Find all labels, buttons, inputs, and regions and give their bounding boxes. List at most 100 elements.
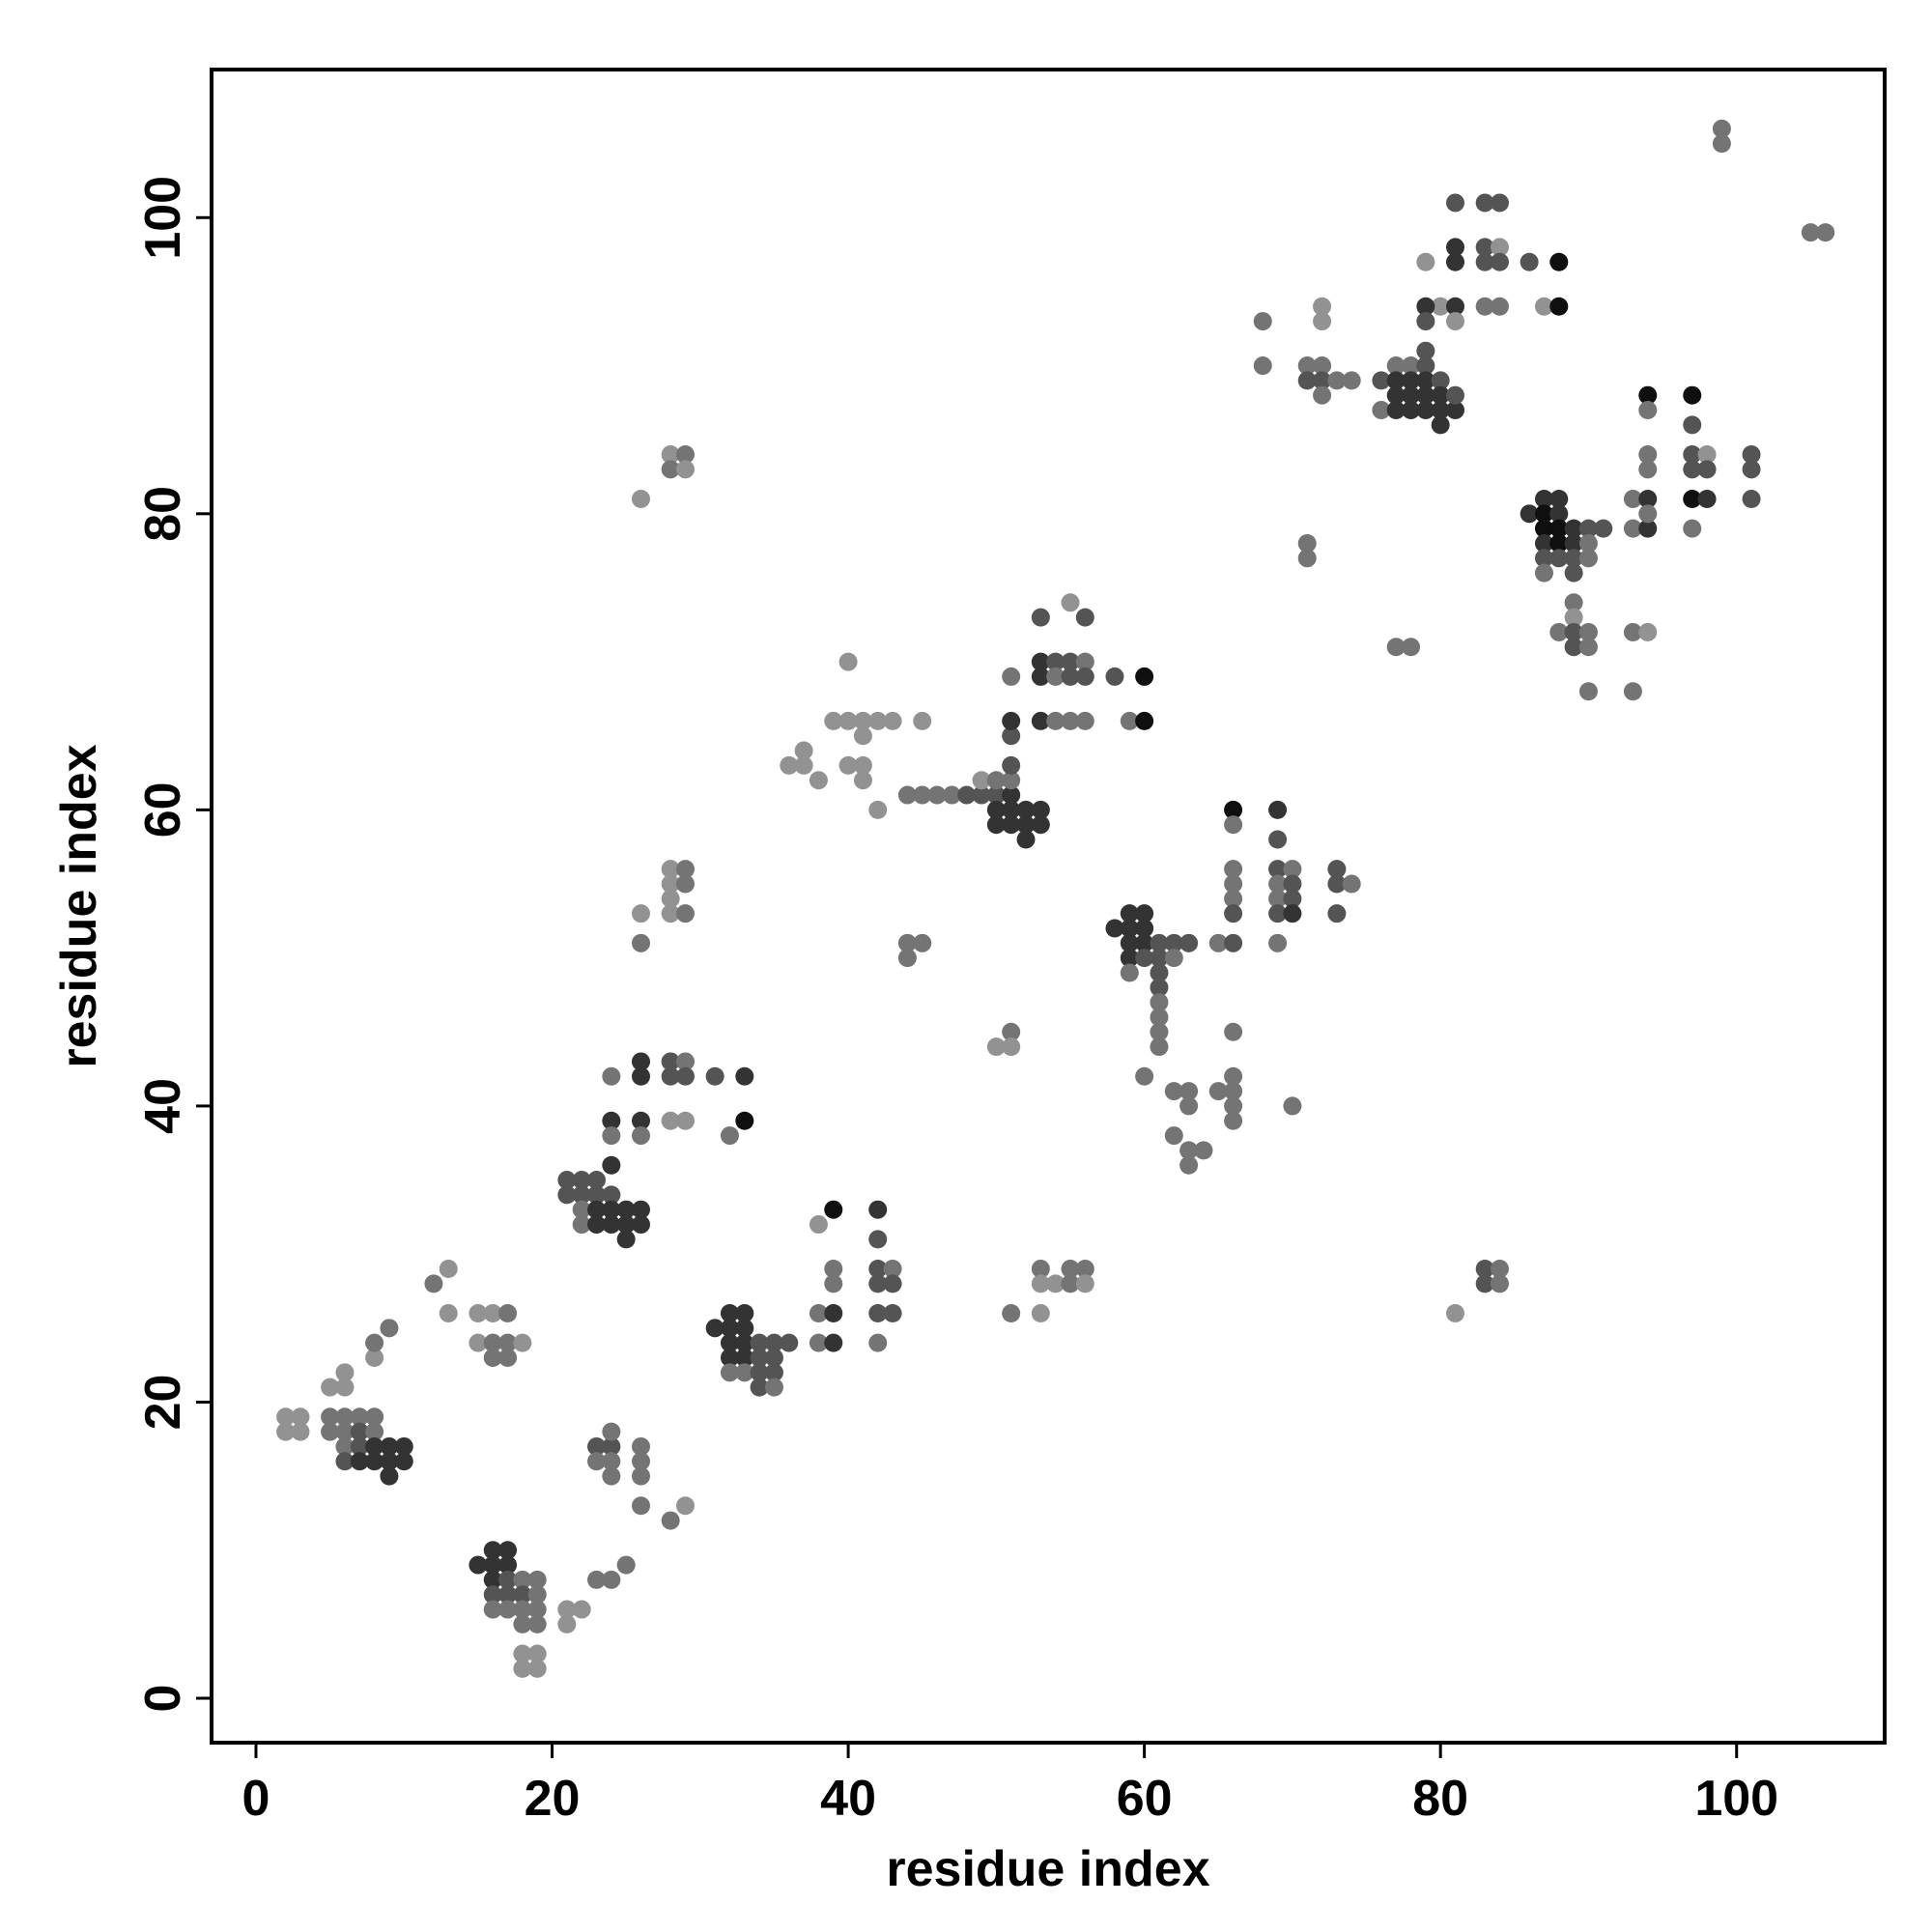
data-point: [483, 1555, 502, 1575]
data-point: [780, 1333, 799, 1352]
data-point: [1342, 874, 1361, 894]
data-point: [1534, 519, 1553, 538]
data-point: [1446, 252, 1465, 271]
data-point: [291, 1407, 310, 1427]
x-tick-label: 20: [525, 1771, 581, 1827]
data-point: [394, 1452, 413, 1471]
data-point: [1534, 563, 1553, 582]
data-point: [1224, 800, 1243, 819]
data-point: [631, 1436, 650, 1456]
data-point: [1120, 919, 1139, 938]
data-point: [587, 1215, 607, 1235]
data-point: [1179, 1082, 1199, 1101]
data-point: [631, 489, 650, 508]
data-point: [1120, 949, 1139, 968]
data-point: [1446, 312, 1465, 331]
data-point: [1075, 1274, 1094, 1293]
data-point: [1578, 622, 1598, 641]
data-point: [321, 1378, 340, 1397]
data-point: [1061, 593, 1080, 612]
data-point: [720, 1333, 739, 1352]
data-point: [513, 1333, 532, 1352]
data-point: [1697, 489, 1717, 508]
data-point: [498, 1570, 518, 1589]
data-point: [1179, 933, 1199, 952]
data-point: [1372, 401, 1391, 420]
data-point: [853, 755, 872, 775]
data-point: [1431, 371, 1450, 390]
data-point: [868, 1230, 888, 1249]
data-point: [1164, 1082, 1183, 1101]
data-point: [1578, 519, 1598, 538]
data-point: [1490, 297, 1509, 316]
data-point: [1683, 445, 1702, 465]
data-point: [335, 1378, 355, 1397]
data-point: [1297, 356, 1317, 376]
data-point: [498, 1541, 518, 1560]
data-point: [735, 1333, 754, 1352]
data-point: [972, 771, 991, 790]
data-point: [1742, 445, 1761, 465]
data-point: [1549, 533, 1569, 553]
data-point: [1016, 830, 1036, 849]
data-point: [1623, 622, 1642, 641]
data-point: [913, 933, 932, 952]
data-point: [1431, 401, 1450, 420]
data-point: [1002, 711, 1021, 730]
data-point: [1075, 711, 1094, 730]
data-point: [1638, 401, 1658, 420]
data-point: [986, 800, 1006, 819]
data-point: [1150, 993, 1169, 1012]
data-point: [498, 1585, 518, 1605]
data-point: [1031, 1274, 1050, 1293]
data-point: [824, 1333, 843, 1352]
data-point: [750, 1363, 769, 1382]
data-point: [513, 1614, 532, 1634]
data-point: [1268, 889, 1288, 908]
data-point: [1135, 919, 1154, 938]
data-point: [1164, 949, 1183, 968]
data-point: [365, 1422, 384, 1441]
data-point: [1016, 815, 1036, 835]
data-point: [1564, 533, 1583, 553]
data-point: [1002, 726, 1021, 746]
data-point: [883, 711, 902, 730]
data-point: [1578, 549, 1598, 568]
data-point: [439, 1304, 458, 1323]
data-point: [897, 785, 917, 805]
y-axis-title: residue index: [51, 744, 107, 1067]
data-point: [631, 1126, 650, 1146]
data-point: [1224, 933, 1243, 952]
data-point: [572, 1600, 591, 1619]
data-point: [1120, 963, 1139, 982]
data-point: [1031, 800, 1050, 819]
x-axis-title: residue index: [886, 1841, 1209, 1897]
data-point: [1120, 933, 1139, 952]
data-point: [1416, 371, 1435, 390]
data-point: [1224, 904, 1243, 923]
data-point: [735, 1066, 754, 1086]
data-point: [868, 1200, 888, 1219]
data-point: [735, 1304, 754, 1323]
data-point: [1297, 549, 1317, 568]
data-point: [661, 1111, 680, 1130]
data-point: [942, 785, 961, 805]
data-point: [1490, 1260, 1509, 1279]
data-point: [1446, 238, 1465, 257]
data-point: [1150, 978, 1169, 997]
data-point: [527, 1614, 547, 1634]
data-point: [350, 1407, 369, 1427]
data-point: [1002, 1304, 1021, 1323]
data-point: [1446, 297, 1465, 316]
data-point: [1135, 711, 1154, 730]
data-point: [927, 785, 947, 805]
data-point: [557, 1600, 577, 1619]
data-point: [986, 1037, 1006, 1057]
data-point: [1253, 356, 1272, 376]
data-point: [1816, 223, 1835, 242]
data-point: [1386, 385, 1406, 405]
data-point: [1475, 1260, 1494, 1279]
data-point: [661, 1052, 680, 1071]
data-point: [868, 1260, 888, 1279]
